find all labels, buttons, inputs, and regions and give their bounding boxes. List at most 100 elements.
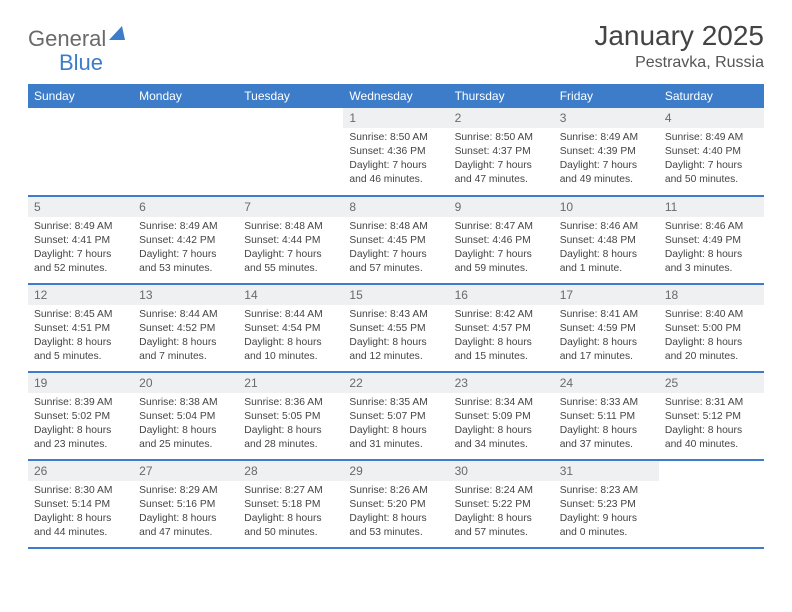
day-number: 19 [28, 373, 133, 393]
day-details: Sunrise: 8:48 AMSunset: 4:45 PMDaylight:… [343, 217, 448, 280]
day-number: 15 [343, 285, 448, 305]
day-details: Sunrise: 8:34 AMSunset: 5:09 PMDaylight:… [449, 393, 554, 456]
calendar-cell: 17Sunrise: 8:41 AMSunset: 4:59 PMDayligh… [554, 284, 659, 372]
day-number: 10 [554, 197, 659, 217]
day-number: 13 [133, 285, 238, 305]
day-number: 25 [659, 373, 764, 393]
logo-word1: General [28, 26, 106, 52]
day-details: Sunrise: 8:48 AMSunset: 4:44 PMDaylight:… [238, 217, 343, 280]
day-details: Sunrise: 8:43 AMSunset: 4:55 PMDaylight:… [343, 305, 448, 368]
day-number: 21 [238, 373, 343, 393]
calendar-cell: 11Sunrise: 8:46 AMSunset: 4:49 PMDayligh… [659, 196, 764, 284]
calendar-cell: 18Sunrise: 8:40 AMSunset: 5:00 PMDayligh… [659, 284, 764, 372]
day-details: Sunrise: 8:36 AMSunset: 5:05 PMDaylight:… [238, 393, 343, 456]
calendar-cell: 23Sunrise: 8:34 AMSunset: 5:09 PMDayligh… [449, 372, 554, 460]
calendar-cell: 3Sunrise: 8:49 AMSunset: 4:39 PMDaylight… [554, 108, 659, 196]
day-header: Wednesday [343, 84, 448, 108]
calendar-cell: 1Sunrise: 8:50 AMSunset: 4:36 PMDaylight… [343, 108, 448, 196]
day-details: Sunrise: 8:50 AMSunset: 4:36 PMDaylight:… [343, 128, 448, 191]
calendar-cell: 4Sunrise: 8:49 AMSunset: 4:40 PMDaylight… [659, 108, 764, 196]
day-number: 8 [343, 197, 448, 217]
day-header: Sunday [28, 84, 133, 108]
day-details: Sunrise: 8:23 AMSunset: 5:23 PMDaylight:… [554, 481, 659, 544]
location-label: Pestravka, Russia [594, 54, 764, 72]
calendar-cell: 30Sunrise: 8:24 AMSunset: 5:22 PMDayligh… [449, 460, 554, 548]
day-details: Sunrise: 8:27 AMSunset: 5:18 PMDaylight:… [238, 481, 343, 544]
day-number: 31 [554, 461, 659, 481]
calendar-head: SundayMondayTuesdayWednesdayThursdayFrid… [28, 84, 764, 108]
day-header: Monday [133, 84, 238, 108]
day-details: Sunrise: 8:49 AMSunset: 4:39 PMDaylight:… [554, 128, 659, 191]
sail-icon [109, 26, 125, 40]
calendar-cell: 6Sunrise: 8:49 AMSunset: 4:42 PMDaylight… [133, 196, 238, 284]
day-number: 14 [238, 285, 343, 305]
day-details: Sunrise: 8:38 AMSunset: 5:04 PMDaylight:… [133, 393, 238, 456]
day-details: Sunrise: 8:49 AMSunset: 4:40 PMDaylight:… [659, 128, 764, 191]
day-details: Sunrise: 8:46 AMSunset: 4:49 PMDaylight:… [659, 217, 764, 280]
day-number: 27 [133, 461, 238, 481]
calendar-cell: 5Sunrise: 8:49 AMSunset: 4:41 PMDaylight… [28, 196, 133, 284]
page-title: January 2025 [594, 20, 764, 52]
calendar-cell: 27Sunrise: 8:29 AMSunset: 5:16 PMDayligh… [133, 460, 238, 548]
day-number: 5 [28, 197, 133, 217]
logo: General [28, 26, 127, 52]
calendar-body: 1Sunrise: 8:50 AMSunset: 4:36 PMDaylight… [28, 108, 764, 548]
day-header: Friday [554, 84, 659, 108]
day-details: Sunrise: 8:30 AMSunset: 5:14 PMDaylight:… [28, 481, 133, 544]
day-number: 9 [449, 197, 554, 217]
day-header: Saturday [659, 84, 764, 108]
day-number: 30 [449, 461, 554, 481]
day-details: Sunrise: 8:44 AMSunset: 4:54 PMDaylight:… [238, 305, 343, 368]
day-details: Sunrise: 8:26 AMSunset: 5:20 PMDaylight:… [343, 481, 448, 544]
calendar-cell: 15Sunrise: 8:43 AMSunset: 4:55 PMDayligh… [343, 284, 448, 372]
day-details: Sunrise: 8:29 AMSunset: 5:16 PMDaylight:… [133, 481, 238, 544]
day-details: Sunrise: 8:44 AMSunset: 4:52 PMDaylight:… [133, 305, 238, 368]
calendar-table: SundayMondayTuesdayWednesdayThursdayFrid… [28, 84, 764, 549]
day-number: 29 [343, 461, 448, 481]
day-details: Sunrise: 8:45 AMSunset: 4:51 PMDaylight:… [28, 305, 133, 368]
calendar-cell: 2Sunrise: 8:50 AMSunset: 4:37 PMDaylight… [449, 108, 554, 196]
day-details: Sunrise: 8:39 AMSunset: 5:02 PMDaylight:… [28, 393, 133, 456]
day-number: 6 [133, 197, 238, 217]
day-details: Sunrise: 8:46 AMSunset: 4:48 PMDaylight:… [554, 217, 659, 280]
day-number: 17 [554, 285, 659, 305]
day-header: Tuesday [238, 84, 343, 108]
calendar-cell [659, 460, 764, 548]
day-details: Sunrise: 8:31 AMSunset: 5:12 PMDaylight:… [659, 393, 764, 456]
logo-word2: Blue [59, 50, 103, 76]
day-number: 16 [449, 285, 554, 305]
calendar-cell: 10Sunrise: 8:46 AMSunset: 4:48 PMDayligh… [554, 196, 659, 284]
day-number: 20 [133, 373, 238, 393]
calendar-cell: 13Sunrise: 8:44 AMSunset: 4:52 PMDayligh… [133, 284, 238, 372]
calendar-cell: 19Sunrise: 8:39 AMSunset: 5:02 PMDayligh… [28, 372, 133, 460]
day-number: 23 [449, 373, 554, 393]
calendar-cell: 28Sunrise: 8:27 AMSunset: 5:18 PMDayligh… [238, 460, 343, 548]
header: General January 2025 Pestravka, Russia [28, 20, 764, 72]
day-details: Sunrise: 8:42 AMSunset: 4:57 PMDaylight:… [449, 305, 554, 368]
calendar-cell: 29Sunrise: 8:26 AMSunset: 5:20 PMDayligh… [343, 460, 448, 548]
calendar-cell: 25Sunrise: 8:31 AMSunset: 5:12 PMDayligh… [659, 372, 764, 460]
day-header: Thursday [449, 84, 554, 108]
calendar-cell: 26Sunrise: 8:30 AMSunset: 5:14 PMDayligh… [28, 460, 133, 548]
calendar-cell: 31Sunrise: 8:23 AMSunset: 5:23 PMDayligh… [554, 460, 659, 548]
day-number: 2 [449, 108, 554, 128]
day-number: 26 [28, 461, 133, 481]
title-block: January 2025 Pestravka, Russia [594, 20, 764, 72]
day-details: Sunrise: 8:40 AMSunset: 5:00 PMDaylight:… [659, 305, 764, 368]
day-number: 28 [238, 461, 343, 481]
calendar-cell: 21Sunrise: 8:36 AMSunset: 5:05 PMDayligh… [238, 372, 343, 460]
calendar-cell [238, 108, 343, 196]
day-details: Sunrise: 8:33 AMSunset: 5:11 PMDaylight:… [554, 393, 659, 456]
day-number: 11 [659, 197, 764, 217]
day-number: 12 [28, 285, 133, 305]
day-number: 3 [554, 108, 659, 128]
day-details: Sunrise: 8:49 AMSunset: 4:42 PMDaylight:… [133, 217, 238, 280]
calendar-cell: 14Sunrise: 8:44 AMSunset: 4:54 PMDayligh… [238, 284, 343, 372]
day-number: 24 [554, 373, 659, 393]
calendar-cell [133, 108, 238, 196]
calendar-cell: 16Sunrise: 8:42 AMSunset: 4:57 PMDayligh… [449, 284, 554, 372]
day-details: Sunrise: 8:49 AMSunset: 4:41 PMDaylight:… [28, 217, 133, 280]
day-details: Sunrise: 8:41 AMSunset: 4:59 PMDaylight:… [554, 305, 659, 368]
day-number: 18 [659, 285, 764, 305]
day-number: 7 [238, 197, 343, 217]
